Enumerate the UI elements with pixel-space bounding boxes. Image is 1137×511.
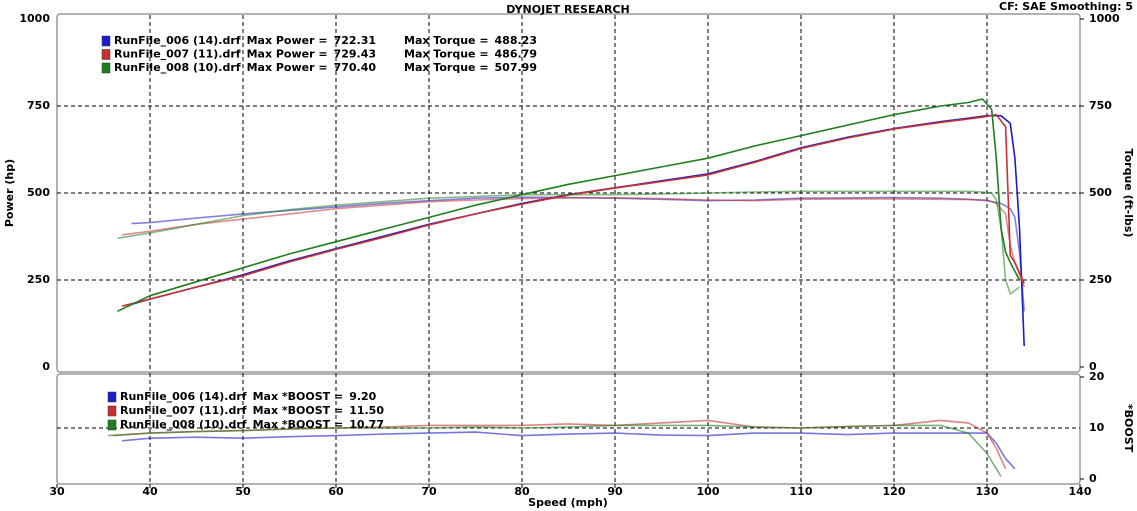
legend-name: RunFile_008 (10).drf: [114, 61, 241, 74]
x-tick-label: 50: [235, 485, 251, 498]
x-axis-label: Speed (mph): [528, 496, 608, 509]
y2-tick-label: 20: [1089, 370, 1105, 383]
legend-label: Max Power =: [247, 48, 328, 61]
y-tick-label: 750: [27, 99, 50, 112]
x-tick-label: 40: [142, 485, 158, 498]
boost-line: [108, 424, 1002, 477]
legend-name: RunFile_008 (10).drf: [120, 418, 247, 431]
legend-value: 9.20: [349, 390, 376, 403]
legend-swatch: [101, 62, 111, 74]
y2-tick-label: 0: [1089, 360, 1097, 373]
legend-value: 507.99: [495, 61, 537, 74]
legend-value: 488.23: [495, 34, 537, 47]
legend-value: 722.31: [334, 34, 376, 47]
legend-label: Max Torque =: [404, 61, 489, 74]
power-line: [121, 113, 1025, 307]
legend-value: 729.43: [334, 48, 376, 61]
y2-tick-label: 250: [1089, 273, 1112, 286]
legend-swatch: [107, 419, 117, 431]
power-line: [131, 114, 1025, 347]
legend-name: RunFile_007 (11).drf: [114, 48, 241, 61]
legend-swatch: [107, 405, 117, 417]
legend-value: 10.77: [349, 418, 384, 431]
x-tick-label: 90: [607, 485, 623, 498]
legend-swatch: [101, 49, 111, 60]
boost-axis-label: *BOOST: [1122, 404, 1135, 453]
x-tick-label: 140: [1069, 485, 1092, 498]
legend-label: Max *BOOST =: [253, 390, 344, 403]
y-axis-label: Power (hp): [3, 159, 16, 227]
x-tick-label: 80: [514, 485, 530, 498]
x-tick-label: 30: [49, 485, 65, 498]
x-tick-label: 130: [976, 485, 999, 498]
legend-label: Max Torque =: [404, 48, 489, 61]
legend-name: RunFile_006 (14).drf: [114, 34, 241, 47]
x-tick-label: 110: [790, 485, 813, 498]
legend-value: 770.40: [334, 61, 377, 74]
bottom-panel-frame: [56, 373, 1081, 485]
y2-tick-label: 750: [1089, 99, 1112, 112]
legend-swatch: [101, 35, 111, 47]
legend-value: 486.79: [495, 48, 537, 61]
power-line: [117, 98, 1021, 313]
legend-label: Max Power =: [247, 61, 328, 74]
y2-tick-label: 1000: [1089, 12, 1120, 25]
x-tick-label: 70: [421, 485, 437, 498]
boost-line: [122, 431, 1016, 470]
torque-line: [117, 190, 1020, 295]
y-tick-label: 0: [42, 360, 50, 373]
x-tick-label: 100: [697, 485, 720, 498]
chart-title: DYNOJET RESEARCH: [506, 3, 629, 16]
torque-line: [122, 197, 1025, 288]
legend-label: Max Torque =: [404, 34, 489, 47]
legend-label: Max *BOOST =: [253, 404, 344, 417]
legend-name: RunFile_006 (14).drf: [120, 390, 247, 403]
y2-axis-label: Torque (ft-lbs): [1122, 149, 1135, 238]
legend-label: Max *BOOST =: [253, 418, 344, 431]
y-tick-label: 250: [27, 273, 50, 286]
legend-label: Max Power =: [247, 34, 328, 47]
x-tick-label: 120: [883, 485, 906, 498]
legend-swatch: [107, 391, 117, 403]
legend-value: 11.50: [349, 404, 384, 417]
y-tick-label: 1000: [19, 12, 50, 25]
settings: CF: SAE Smoothing: 5: [999, 0, 1133, 13]
legend-name: RunFile_007 (11).drf: [120, 404, 247, 417]
x-tick-label: 60: [328, 485, 344, 498]
y2-tick-label: 10: [1089, 421, 1105, 434]
y-tick-label: 500: [27, 186, 50, 199]
y2-tick-label: 0: [1089, 472, 1097, 485]
y2-tick-label: 500: [1089, 186, 1112, 199]
